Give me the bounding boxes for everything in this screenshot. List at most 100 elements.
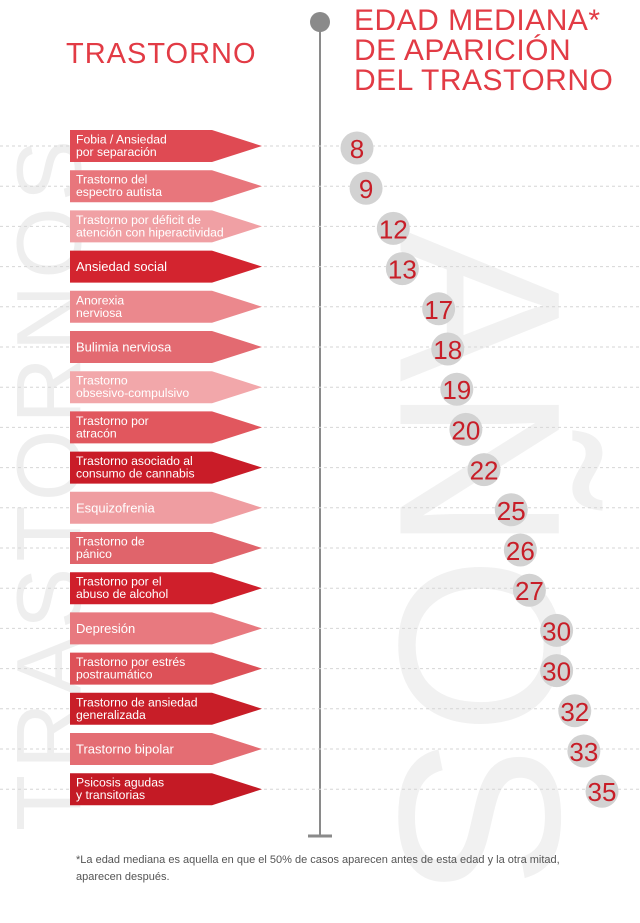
disorder-label-line: obsesivo-compulsivo xyxy=(76,386,189,400)
disorder-label-line: Trastorno de ansiedad xyxy=(76,695,198,709)
age-bubble xyxy=(503,533,537,567)
age-bubble xyxy=(540,613,574,647)
age-value: 27 xyxy=(515,576,544,606)
disorder-label: Trastorno obsesivo-compulsivo xyxy=(76,374,189,401)
disorder-arrow xyxy=(70,451,262,484)
age-bubble xyxy=(376,211,410,245)
disorder-arrow xyxy=(70,652,262,685)
disorder-label-line: generalizada xyxy=(76,708,146,722)
age-value: 9 xyxy=(359,174,373,204)
title-line-3: DEL TRASTORNO xyxy=(354,64,614,97)
disorder-label-line: y transitorias xyxy=(76,788,145,802)
disorder-label: Trastorno del espectro autista xyxy=(76,173,162,200)
disorder-label-line: Bulimia nerviosa xyxy=(76,340,172,355)
age-value: 35 xyxy=(588,777,617,807)
disorder-label-line: pánico xyxy=(76,547,112,561)
disorder-label-line: Trastorno por estrés xyxy=(76,655,185,669)
disorder-arrow xyxy=(70,331,262,363)
age-bubble xyxy=(340,131,374,165)
disorder-label-line: Psicosis agudas xyxy=(76,776,164,790)
age-value: 22 xyxy=(470,456,499,486)
disorder-label: Anorexia nerviosa xyxy=(76,293,124,320)
disorder-label: Trastorno por atracón xyxy=(76,414,149,441)
disorder-label: Bulimia nerviosa xyxy=(76,340,172,355)
disorder-label: Trastorno por déficit de atención con hip… xyxy=(76,213,224,240)
disorder-label-line: Anorexia xyxy=(76,293,124,307)
disorder-label: Depresión xyxy=(76,621,135,636)
age-bubble xyxy=(567,734,601,768)
disorder-label-line: Fobia / Ansiedad xyxy=(76,133,167,147)
disorder-label-line: nerviosa xyxy=(76,306,122,320)
disorder-arrow xyxy=(70,130,262,162)
age-value: 33 xyxy=(569,737,598,767)
disorder-label: Trastorno por el abuso de alcohol xyxy=(76,575,168,602)
age-bubble xyxy=(449,412,483,446)
timeline-top-dot xyxy=(310,12,330,32)
disorder-arrow xyxy=(70,572,262,605)
disorder-label-line: consumo de cannabis xyxy=(76,467,195,481)
age-bubble xyxy=(440,372,474,406)
disorder-arrow xyxy=(70,411,262,444)
disorder-label-line: postraumático xyxy=(76,668,153,682)
age-bubble xyxy=(467,453,501,487)
disorder-label: Ansiedad social xyxy=(76,259,167,274)
age-bubble xyxy=(512,573,546,607)
title-line-2: DE APARICIÓN xyxy=(354,34,572,67)
age-bubble xyxy=(494,493,528,527)
disorder-label-line: Trastorno de xyxy=(76,535,145,549)
disorder-arrow xyxy=(70,290,262,323)
age-value: 32 xyxy=(560,697,589,727)
disorder-label-line: Trastorno por déficit de xyxy=(76,213,201,227)
age-bubble xyxy=(558,694,592,728)
age-value: 19 xyxy=(442,375,471,405)
age-value: 18 xyxy=(433,335,462,365)
footnote: *La edad mediana es aquella en que el 50… xyxy=(76,854,560,883)
disorder-arrow xyxy=(70,170,262,203)
disorder-arrow xyxy=(70,733,262,765)
column-title-median-age: EDAD MEDIANA* DE APARICIÓN DEL TRASTORNO xyxy=(354,6,613,96)
disorder-label-line: Trastorno xyxy=(76,374,128,388)
disorder-arrow xyxy=(70,371,262,404)
disorder-label: Fobia / Ansiedad por separación xyxy=(76,133,167,160)
disorder-label-line: Trastorno bipolar xyxy=(76,742,174,757)
disorder-label: Esquizofrenia xyxy=(76,500,156,515)
age-value: 13 xyxy=(388,255,417,285)
disorder-label-line: abuso de alcohol xyxy=(76,587,168,601)
disorder-label: Psicosis agudas y transitorias xyxy=(76,776,164,803)
age-value: 25 xyxy=(497,496,526,526)
disorder-label-line: Esquizofrenia xyxy=(76,500,156,515)
age-value: 26 xyxy=(506,536,535,566)
age-bubble xyxy=(540,654,574,688)
disorder-label: Trastorno bipolar xyxy=(76,742,174,757)
disorder-arrow xyxy=(70,250,262,283)
disorder-arrow xyxy=(70,532,262,564)
disorder-arrow xyxy=(70,612,262,645)
disorder-label-line: atención con hiperactividad xyxy=(76,225,224,239)
disorder-label-line: Trastorno por xyxy=(76,414,149,428)
disorder-label-line: atracón xyxy=(76,426,117,440)
age-bubble xyxy=(422,292,456,326)
disorder-arrow xyxy=(70,210,262,243)
disorder-label-line: Trastorno por el xyxy=(76,575,162,589)
age-value: 30 xyxy=(542,657,571,687)
disorder-arrow xyxy=(70,773,262,806)
age-value: 20 xyxy=(451,415,480,445)
disorder-label: Trastorno asociado al consumo de cannabis xyxy=(76,454,195,481)
disorder-label-line: Ansiedad social xyxy=(76,259,167,274)
disorder-label-line: espectro autista xyxy=(76,185,162,199)
disorder-label: Trastorno de pánico xyxy=(76,535,145,562)
disorder-label-line: Trastorno del xyxy=(76,173,147,187)
age-value: 30 xyxy=(542,616,571,646)
disorder-label: Trastorno por estrés postraumático xyxy=(76,655,185,682)
age-bubble xyxy=(385,252,419,286)
disorder-label: Trastorno de ansiedad generalizada xyxy=(76,695,198,722)
age-value: 17 xyxy=(424,295,453,325)
column-title-disorder: TRASTORNO xyxy=(66,38,257,70)
disorder-label-line: Depresión xyxy=(76,621,135,636)
title-line-1: EDAD MEDIANA* xyxy=(354,4,601,37)
age-value: 8 xyxy=(350,134,364,164)
disorder-label-line: por separación xyxy=(76,145,157,159)
disorder-label-line: Trastorno asociado al xyxy=(76,454,193,468)
